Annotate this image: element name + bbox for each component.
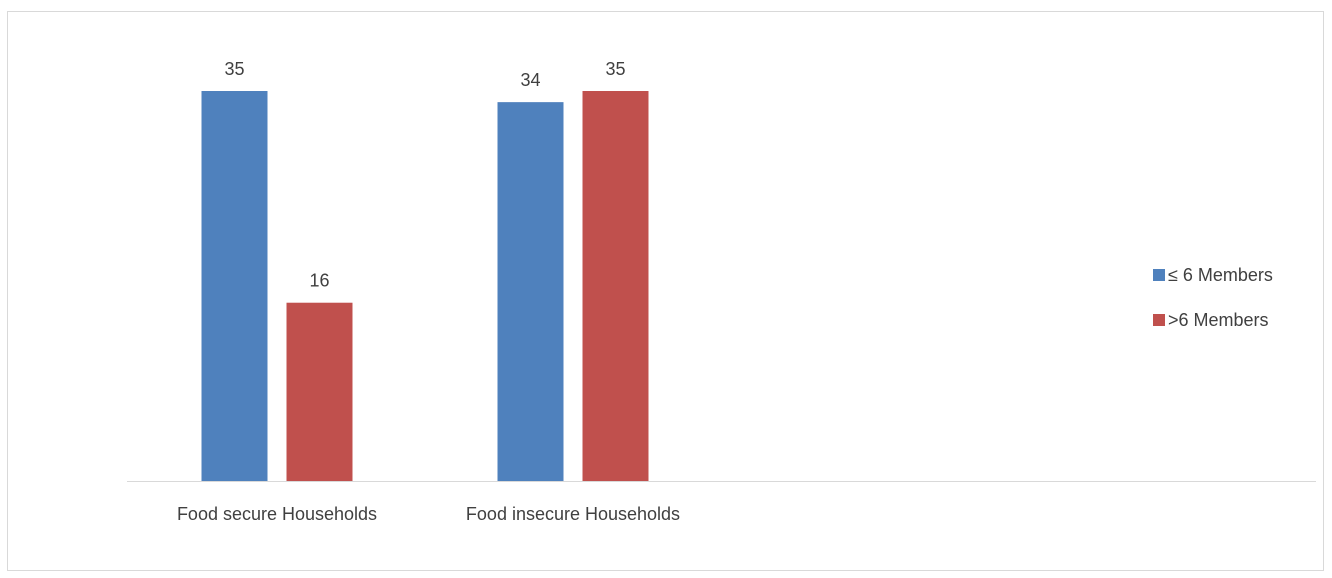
data-label: 16 [309,271,329,291]
data-label: 34 [520,70,540,90]
bar-1-1 [201,91,268,481]
data-label: 35 [605,59,625,79]
legend-swatch [1153,314,1165,326]
bar-1-2 [497,102,564,482]
category-tick-label: Food secure Households [177,504,377,524]
data-labels-layer: 35 16 34 35 [224,59,625,291]
legend-label: ≤ 6 Members [1168,265,1273,285]
legend-swatch [1153,269,1165,281]
data-label: 35 [224,59,244,79]
legend-label: >6 Members [1168,310,1269,330]
legend: ≤ 6 Members >6 Members [1153,265,1273,330]
category-tick-label: Food insecure Households [466,504,680,524]
category-axis: Food secure Households Food insecure Hous… [127,481,1316,524]
bars-layer [201,91,649,482]
bar-2-1 [286,302,353,481]
bar-2-2 [582,91,649,481]
